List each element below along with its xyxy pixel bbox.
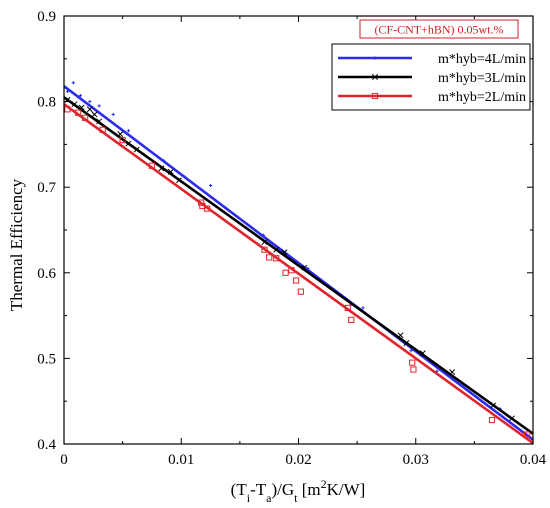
series-fit-line (63, 85, 534, 441)
data-point (282, 269, 289, 276)
series-fit-line (63, 96, 534, 435)
y-tick-label: 0.7 (37, 180, 56, 196)
y-tick-label: 0.5 (37, 351, 56, 367)
data-point (488, 416, 496, 424)
x-tick-label: 0.02 (285, 452, 311, 468)
legend-entry: m*hyb=4L/min (338, 52, 526, 67)
x-tick-label: 0 (60, 452, 68, 468)
y-tick-label: 0.8 (37, 95, 56, 111)
data-point (266, 254, 273, 261)
series-fit-line (63, 103, 534, 445)
legend-marker (372, 74, 378, 80)
annotation-frame (359, 19, 519, 39)
data-point (91, 111, 98, 118)
legend-label: m*hyb=3L/min (438, 71, 526, 86)
data-point (297, 288, 304, 295)
series-3 (63, 103, 534, 445)
data-point (409, 349, 413, 353)
legend-label: m*hyb=4L/min (438, 52, 526, 67)
y-tick-label: 0.9 (37, 9, 56, 25)
data-point (293, 277, 300, 284)
data-point (410, 366, 417, 373)
data-point (409, 359, 416, 366)
chart-marks (63, 81, 534, 445)
y-axis-title: Thermal Efficiency (7, 178, 26, 311)
data-point (88, 100, 92, 104)
data-point (119, 137, 126, 144)
data-point (86, 106, 93, 113)
data-point (208, 183, 213, 188)
x-tick-label: 0.04 (520, 452, 547, 468)
data-point (348, 316, 355, 323)
x-tick-label: 0.01 (168, 452, 194, 468)
axis-ticks: 0 0.01 0.02 0.03 0.04 0.4 0.5 0.6 0.7 0.8 0.9 (37, 9, 546, 468)
series-2 (63, 96, 534, 435)
legend-marker (371, 92, 379, 100)
y-tick-label: 0.6 (37, 266, 56, 282)
legend-entry: m*hyb=2L/min (338, 90, 526, 105)
data-point (71, 81, 75, 85)
x-tick-label: 0.03 (403, 452, 429, 468)
data-point (111, 112, 115, 117)
data-point (524, 431, 531, 438)
x-axis-title: (Ti-Ta)/Gt [m2K/W] (231, 477, 366, 505)
y-tick-label: 0.4 (37, 437, 56, 453)
data-point (78, 94, 83, 98)
legend: m*hyb=4L/min m*hyb=3L/min m*hyb=2L/min (331, 43, 531, 111)
data-point (126, 129, 131, 133)
legend-label: m*hyb=2L/min (438, 90, 526, 105)
legend-entry: m*hyb=3L/min (338, 71, 526, 86)
data-point (361, 306, 365, 310)
data-point (97, 104, 101, 108)
annotation-box: (CF-CNT+hBN) 0.05wt.% (359, 19, 519, 39)
legend-marker (373, 56, 377, 60)
annotation-text: (CF-CNT+hBN) 0.05wt.% (374, 23, 503, 37)
